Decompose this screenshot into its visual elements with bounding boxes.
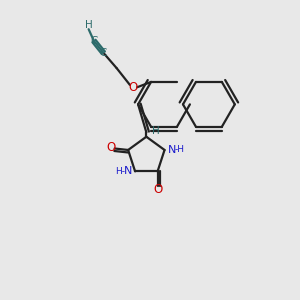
- Text: C: C: [90, 36, 98, 46]
- Text: -H: -H: [174, 146, 184, 154]
- Text: H: H: [152, 126, 160, 136]
- Text: C: C: [100, 48, 107, 58]
- Text: N: N: [168, 145, 176, 155]
- Text: O: O: [153, 183, 162, 196]
- Text: H: H: [85, 20, 92, 30]
- Text: H-: H-: [115, 167, 125, 176]
- Text: O: O: [106, 140, 116, 154]
- Text: O: O: [128, 81, 137, 94]
- Text: N: N: [124, 167, 132, 176]
